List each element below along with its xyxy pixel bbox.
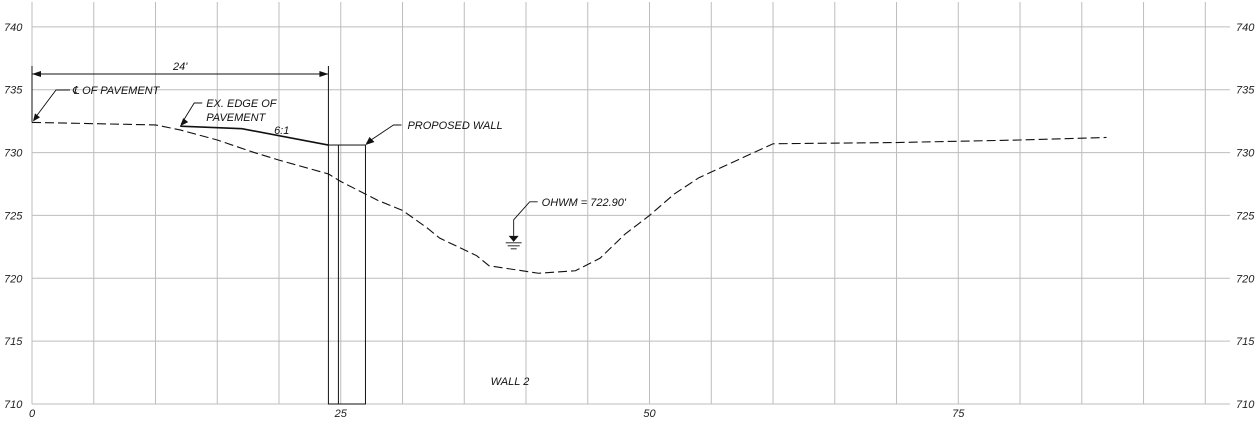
- y-tick-label-right: 730: [1236, 148, 1255, 160]
- dimension-arrow-left: [32, 71, 41, 77]
- proposed-wall-callout: PROPOSED WALL: [365, 120, 503, 146]
- edge-of-pavement-arrow: [180, 118, 189, 127]
- y-tick-label-left: 730: [4, 148, 23, 160]
- y-tick-label-right: 715: [1236, 336, 1255, 348]
- dimension-arrow-right: [319, 71, 329, 77]
- dimension-label: 24': [172, 61, 188, 73]
- y-tick-label-right: 725: [1236, 210, 1255, 222]
- y-tick-label-right: 740: [1236, 22, 1255, 34]
- y-tick-label-left: 725: [4, 210, 23, 222]
- y-tick-label-left: 710: [4, 399, 23, 411]
- ohwm-label: OHWM = 722.90': [542, 197, 627, 209]
- y-tick-label-right: 710: [1236, 399, 1255, 411]
- y-tick-label-left: 740: [4, 22, 23, 34]
- proposed-wall-leader: [366, 124, 402, 144]
- edge-of-pavement-callout: EX. EDGE OF PAVEMENT: [180, 98, 278, 127]
- proposed-grade-line: [180, 125, 329, 146]
- y-tick-label-right: 735: [1236, 85, 1255, 97]
- edge-of-pavement-label-line2: PAVEMENT: [206, 112, 266, 124]
- x-tick-label: 75: [952, 408, 965, 420]
- ohwm-leader: [513, 201, 538, 236]
- wall-title: WALL 2: [491, 376, 530, 388]
- y-axis-right: 740 735 730 725 720 715 710: [1236, 22, 1255, 411]
- edge-of-pavement-label-line1: EX. EDGE OF: [206, 98, 278, 110]
- proposed-wall-label: PROPOSED WALL: [407, 120, 502, 132]
- y-axis-left: 740 735 730 725 720 715 710: [4, 22, 23, 411]
- dimension-24ft: 24': [31, 61, 329, 146]
- centerline-arrow: [33, 113, 40, 122]
- edge-of-pavement-leader: [180, 102, 203, 125]
- grid: [31, 2, 1230, 405]
- x-tick-label: 25: [334, 408, 348, 420]
- x-axis: 0 25 50 75: [29, 408, 965, 420]
- centerline-callout: ℄ OF PAVEMENT: [33, 85, 161, 122]
- y-tick-label-right: 720: [1236, 273, 1255, 285]
- x-tick-label: 0: [29, 408, 36, 420]
- y-tick-label-left: 720: [4, 273, 23, 285]
- centerline-leader: [33, 89, 70, 120]
- y-tick-label-left: 715: [4, 336, 23, 348]
- proposed-wall: [327, 144, 366, 405]
- water-level-triangle-icon: [508, 235, 519, 242]
- x-tick-label: 50: [643, 408, 656, 420]
- centerline-label: ℄ OF PAVEMENT: [72, 85, 161, 97]
- y-tick-label-left: 735: [4, 85, 23, 97]
- proposed-wall-arrow: [365, 137, 375, 146]
- ohwm-marker: OHWM = 722.90': [505, 197, 627, 250]
- slope-label: 6:1: [274, 125, 289, 137]
